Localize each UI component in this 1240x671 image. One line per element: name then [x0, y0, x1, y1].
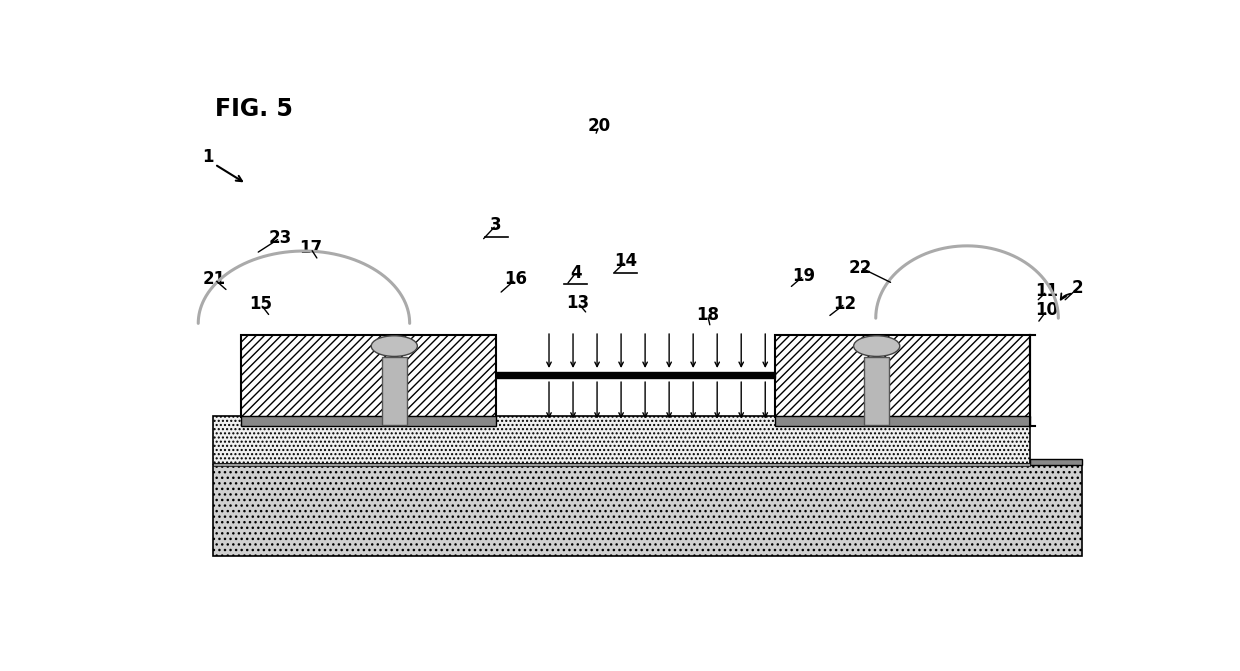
Ellipse shape — [853, 336, 900, 356]
Text: 14: 14 — [614, 252, 637, 270]
Ellipse shape — [371, 336, 418, 356]
Text: FIG. 5: FIG. 5 — [215, 97, 293, 121]
Bar — [496, 372, 775, 378]
Bar — [864, 358, 889, 425]
Text: 15: 15 — [249, 295, 273, 313]
Bar — [1029, 459, 1083, 466]
Bar — [382, 358, 407, 425]
Text: 3: 3 — [490, 216, 502, 234]
Text: 22: 22 — [848, 258, 872, 276]
Text: 21: 21 — [203, 270, 226, 289]
Text: 13: 13 — [567, 294, 589, 312]
Bar — [242, 335, 496, 417]
Text: 1: 1 — [202, 148, 213, 166]
Text: 11: 11 — [1035, 282, 1058, 301]
Text: 4: 4 — [570, 264, 582, 282]
Text: 17: 17 — [299, 240, 322, 258]
Bar — [213, 466, 1083, 556]
Text: 23: 23 — [268, 229, 291, 247]
Text: 2: 2 — [1071, 279, 1084, 297]
Bar — [213, 463, 1029, 466]
Text: 18: 18 — [696, 306, 719, 324]
Text: 20: 20 — [588, 117, 610, 135]
Text: 12: 12 — [833, 295, 857, 313]
Text: 16: 16 — [503, 270, 527, 289]
Bar — [775, 416, 1029, 425]
Text: 10: 10 — [1035, 301, 1058, 319]
Bar — [775, 335, 1029, 417]
Bar — [242, 416, 496, 425]
Bar — [213, 416, 1029, 464]
Text: 19: 19 — [792, 267, 815, 285]
